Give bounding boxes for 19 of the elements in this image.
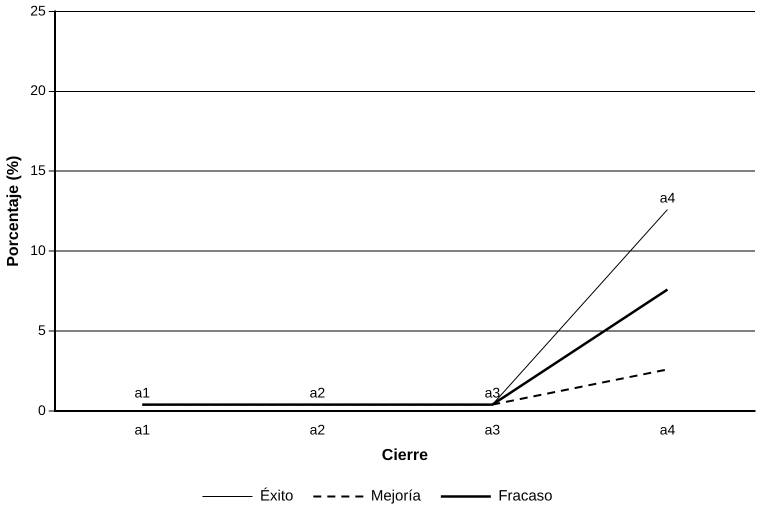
y-tick-label: 25 xyxy=(30,2,46,18)
y-tick-label: 10 xyxy=(30,242,46,258)
x-tick-label: a4 xyxy=(660,421,676,438)
legend-label: Mejoría xyxy=(370,488,422,505)
y-tick-label: 15 xyxy=(30,162,46,178)
y-axis-title: Porcentaje (%) xyxy=(5,156,22,267)
y-tick-label: 20 xyxy=(30,82,46,98)
annotation: a3 xyxy=(484,384,500,400)
x-tick-label: a3 xyxy=(484,421,500,438)
annotation: a2 xyxy=(310,384,326,400)
annotation: a1 xyxy=(134,384,150,400)
annotation: a4 xyxy=(660,189,676,206)
x-tick-label: a1 xyxy=(134,421,150,438)
legend-label: Éxito xyxy=(260,486,294,505)
y-tick-label: 0 xyxy=(38,402,46,418)
y-tick-label: 5 xyxy=(38,322,46,338)
x-axis-title: Cierre xyxy=(382,446,428,464)
x-tick-label: a2 xyxy=(310,421,326,438)
legend-label: Fracaso xyxy=(498,488,553,505)
